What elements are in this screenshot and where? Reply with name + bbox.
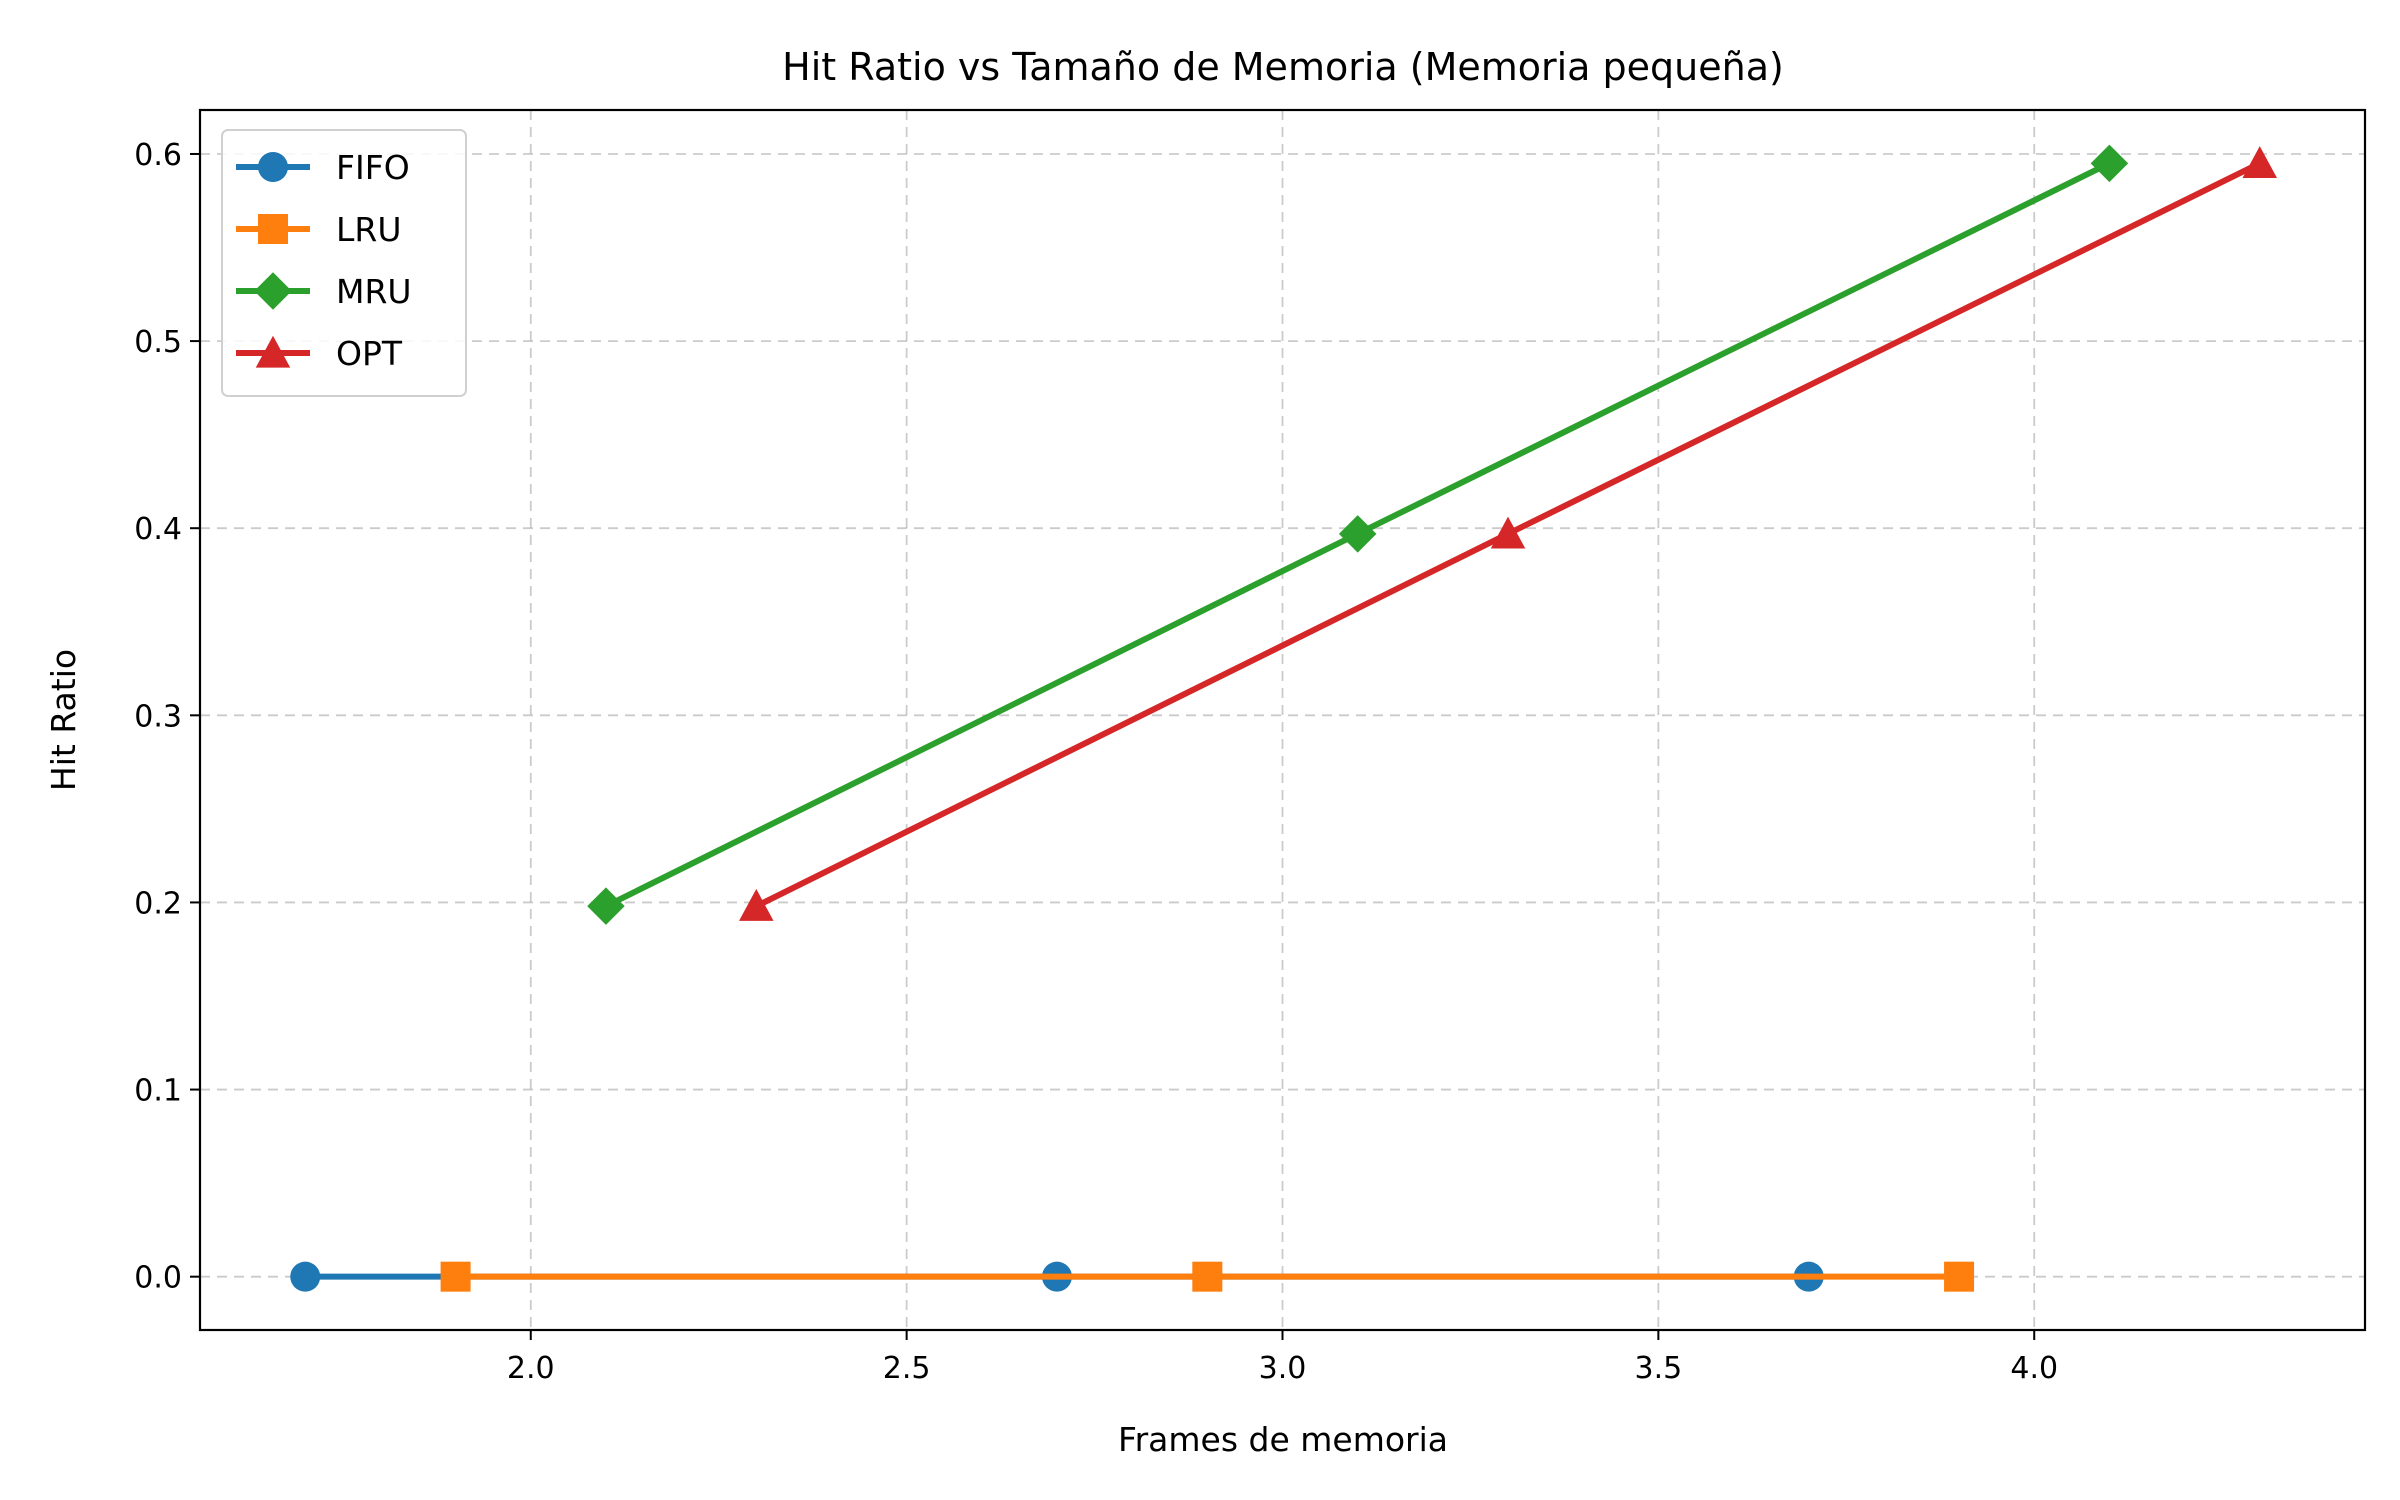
data-point-opt: [1490, 516, 1526, 549]
legend-label-opt: OPT: [336, 334, 403, 373]
x-axis-ticks: 2.0 2.5 3.0 3.5 4.0: [507, 1330, 2058, 1386]
legend-marker-lru: [258, 214, 288, 244]
data-point-mru: [587, 887, 625, 925]
legend-marker-mru: [254, 272, 292, 310]
legend-item-mru: MRU: [236, 272, 412, 311]
legend-marker-opt: [255, 335, 291, 368]
series-lru: [440, 1261, 1975, 1292]
series-mru: [587, 144, 2129, 925]
legend-item-fifo: FIFO: [236, 148, 410, 187]
legend-marker-fifo: [258, 152, 288, 182]
data-point-lru: [1944, 1261, 1975, 1292]
y-tick-label: 0.6: [134, 138, 182, 173]
data-point-lru: [1192, 1261, 1223, 1292]
data-point-mru: [2090, 144, 2129, 183]
legend-label-lru: LRU: [336, 210, 401, 249]
x-tick-label: 2.0: [507, 1351, 555, 1386]
y-tick-label: 0.3: [134, 699, 182, 734]
data-point-opt: [2242, 146, 2278, 178]
legend-item-opt: OPT: [236, 334, 403, 373]
series-opt: [739, 146, 2278, 921]
series-layer: [290, 144, 2278, 1292]
data-point-lru: [440, 1261, 471, 1292]
legend-box: [221, 129, 467, 397]
data-point-mru: [1338, 515, 1377, 553]
y-tick-label: 0.1: [134, 1074, 182, 1109]
data-point-opt: [739, 888, 774, 921]
y-axis-ticks: 0.0 0.1 0.2 0.3 0.4 0.5 0.6: [134, 138, 200, 1296]
y-axis-label: Hit Ratio: [44, 649, 83, 791]
y-tick-label: 0.0: [134, 1261, 182, 1296]
y-tick-label: 0.5: [134, 325, 182, 360]
data-point-fifo: [290, 1261, 321, 1292]
legend: FIFO LRU MRU OPT: [221, 129, 467, 397]
y-tick-label: 0.2: [134, 886, 182, 921]
x-tick-label: 3.0: [1259, 1351, 1307, 1386]
x-tick-label: 3.5: [1635, 1351, 1683, 1386]
legend-label-mru: MRU: [336, 272, 412, 311]
y-tick-label: 0.4: [134, 512, 182, 547]
legend-label-fifo: FIFO: [336, 148, 410, 187]
x-axis-label: Frames de memoria: [1118, 1420, 1448, 1459]
legend-item-lru: LRU: [236, 210, 401, 249]
x-tick-label: 4.0: [2010, 1351, 2058, 1386]
x-tick-label: 2.5: [883, 1351, 931, 1386]
chart-title: Hit Ratio vs Tamaño de Memoria (Memoria …: [782, 45, 1784, 89]
